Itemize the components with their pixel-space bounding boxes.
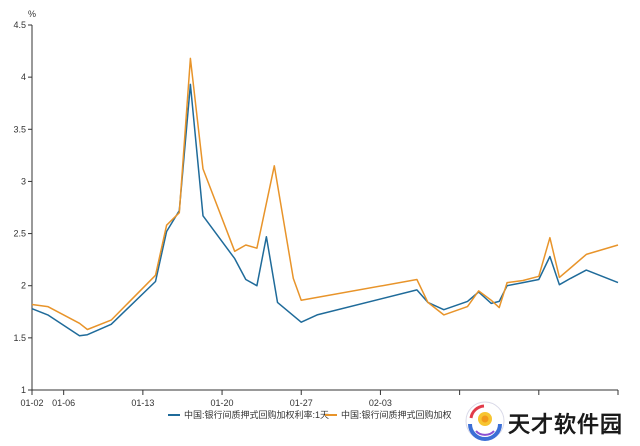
y-tick-label: 4.5	[13, 20, 26, 30]
series-lines	[31, 57, 619, 337]
series-line-2	[31, 57, 619, 331]
x-axis: 01-02 01-06 01-13 01-20 01-27 02-03	[20, 389, 619, 408]
y-tick-label: 1.5	[13, 333, 26, 343]
y-tick-label: 2.5	[13, 229, 26, 239]
legend-item-1[interactable]: 中国:银行间质押式回购加权利率:1天	[184, 409, 329, 420]
x-tick-label: 01-06	[52, 398, 75, 408]
series-line-1	[31, 83, 619, 337]
x-tick-label: 01-20	[211, 398, 234, 408]
x-tick-label: 01-02	[20, 398, 43, 408]
app-logo-icon	[465, 401, 505, 441]
y-tick-label: 3	[21, 176, 26, 186]
x-tick-label: 02-03	[369, 398, 392, 408]
legend-item-2[interactable]: 中国:银行间质押式回购加权	[341, 409, 452, 420]
x-tick-label: 01-27	[290, 398, 313, 408]
y-tick-label: 3.5	[13, 124, 26, 134]
x-tick-label: 01-13	[131, 398, 154, 408]
y-tick-label: 4	[21, 72, 26, 82]
y-axis: 1 1.5 2 2.5 3 3.5 4 4.5	[13, 20, 33, 395]
y-tick-label: 2	[21, 281, 26, 291]
legend[interactable]: 中国:银行间质押式回购加权利率:1天 中国:银行间质押式回购加权	[168, 409, 452, 420]
y-tick-label: 1	[21, 385, 26, 395]
y-axis-unit-label: %	[28, 9, 36, 19]
watermark: 天才软件园	[462, 398, 640, 446]
watermark-text: 天才软件园	[508, 413, 624, 438]
